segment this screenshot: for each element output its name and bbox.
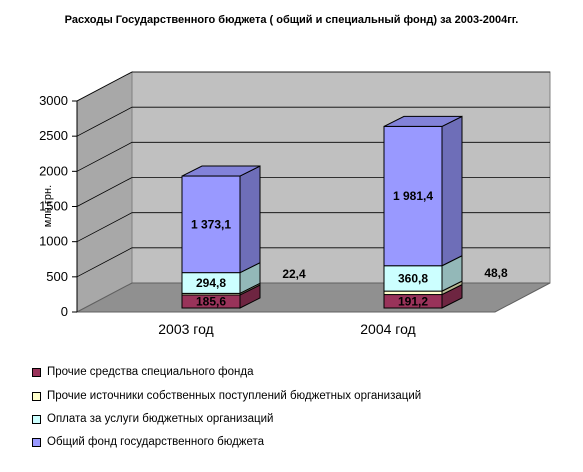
data-label: 1 981,4 (393, 189, 433, 203)
floor (76, 282, 551, 313)
bar-side-4 (239, 165, 261, 274)
legend-swatch (32, 391, 41, 401)
data-label: 185,6 (196, 294, 226, 308)
legend-swatch (32, 437, 41, 447)
data-label: 294,8 (196, 276, 226, 290)
gridline (76, 71, 550, 102)
y-tick-label: 1000 (39, 234, 68, 249)
data-label: 360,8 (398, 271, 428, 285)
bar-segment-2 (383, 290, 443, 296)
legend-item: Прочие источники собственных поступлений… (32, 390, 421, 402)
y-tick-label: 2000 (39, 163, 68, 178)
bar-side-4 (441, 115, 463, 267)
x-tick-label: 2003 год (158, 321, 213, 337)
y-tick-label: 1500 (39, 199, 68, 214)
bar-top (383, 115, 463, 127)
legend-item: Оплата за услуги бюджетных организаций (32, 413, 273, 425)
x-tick-label: 2004 год (360, 321, 415, 337)
data-label: 22,4 (282, 267, 306, 281)
bar-segment-4 (181, 175, 241, 274)
legend-label: Общий фонд государственного бюджета (47, 436, 265, 448)
data-label: 48,8 (484, 266, 508, 280)
y-tick-label: 0 (61, 304, 68, 319)
legend-label: Прочие средства специального фонда (47, 366, 254, 378)
legend-label: Оплата за услуги бюджетных организаций (47, 413, 274, 425)
y-tick-label: 3000 (39, 93, 68, 108)
data-label: 191,2 (398, 294, 428, 308)
data-label: 1 373,1 (191, 217, 231, 231)
gridline (76, 106, 550, 137)
legend-swatch (32, 414, 41, 424)
y-tick-label: 500 (46, 269, 68, 284)
bar-segment-4 (383, 125, 443, 267)
chart-title: Расходы Государственного бюджета ( общий… (64, 14, 519, 26)
legend-item: Прочие средства специального фонда (32, 366, 253, 378)
bar-top (181, 165, 261, 177)
legend-item: Общий фонд государственного бюджета (32, 436, 264, 448)
y-axis-label: млн.грн. (42, 185, 54, 227)
y-tick-label: 2500 (39, 128, 68, 143)
legend-label: Прочие источники собственных поступлений… (47, 390, 422, 402)
legend-swatch (32, 367, 41, 377)
